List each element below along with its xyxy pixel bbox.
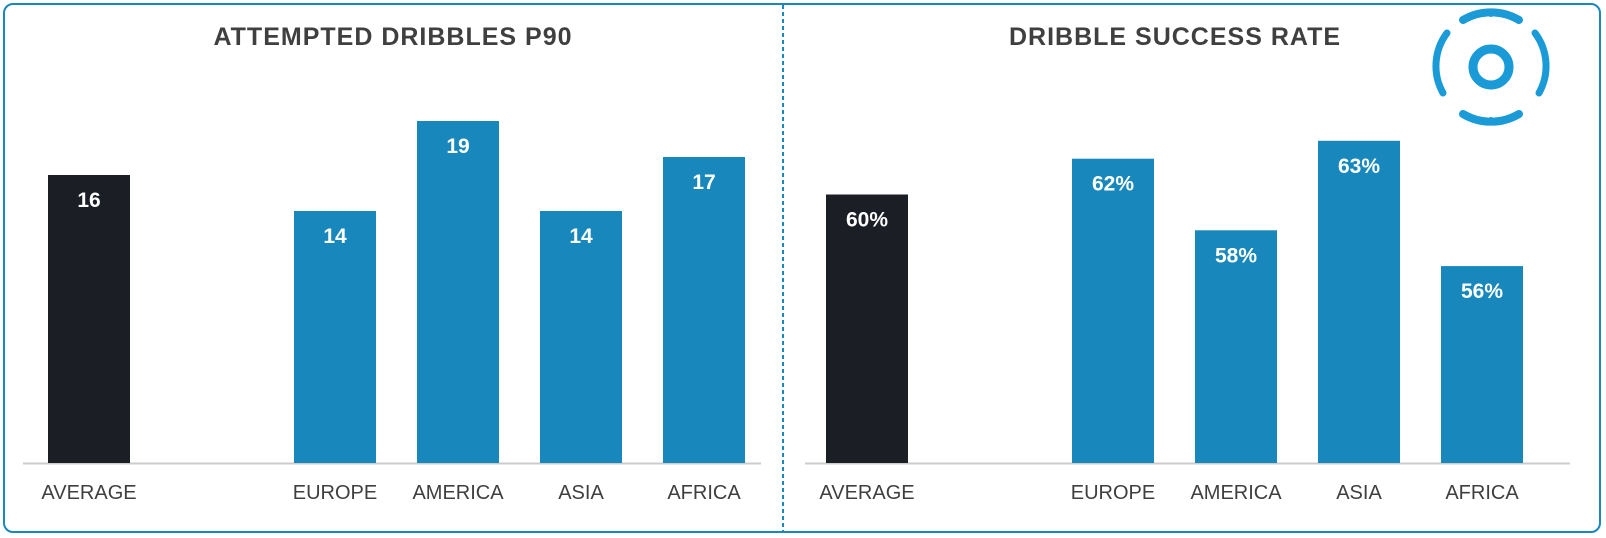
bar-europe [1072, 158, 1154, 463]
tick-label-asia: ASIA [1336, 482, 1382, 504]
tick-label-asia: ASIA [558, 482, 604, 504]
data-label-average: 16 [77, 189, 100, 212]
data-label-africa: 56% [1461, 280, 1503, 303]
bar-europe [294, 211, 376, 463]
data-label-america: 19 [446, 135, 469, 158]
bar-average [48, 175, 130, 463]
chart-title: ATTEMPTED DRIBBLES P90 [213, 23, 572, 51]
data-label-asia: 63% [1338, 155, 1380, 178]
bar-america [1195, 230, 1277, 463]
data-label-europe: 14 [323, 225, 347, 248]
tick-label-europe: EUROPE [293, 482, 377, 504]
tick-label-europe: EUROPE [1071, 482, 1155, 504]
bar-america [417, 121, 499, 463]
chart-frame: ATTEMPTED DRIBBLES P90 16 AVERAGE 14 EUROPE 1… [3, 3, 1601, 533]
bar-africa [1441, 266, 1523, 463]
tick-label-africa: AFRICA [667, 482, 741, 504]
football-logo-icon [1432, 8, 1550, 126]
bar-asia [540, 211, 622, 463]
bar-asia [1318, 140, 1400, 464]
data-label-asia: 14 [569, 225, 593, 248]
chart-panel-success-rate: DRIBBLE SUCCESS RATE 60% AVERAGE 62% EUROPE 5… [805, 23, 1570, 504]
tick-label-average: AVERAGE [819, 482, 914, 504]
chart-title: DRIBBLE SUCCESS RATE [1009, 23, 1341, 51]
data-label-america: 58% [1215, 244, 1257, 267]
chart-panel-attempted-dribbles: ATTEMPTED DRIBBLES P90 16 AVERAGE 14 EUROPE 1… [23, 23, 761, 504]
dribble-charts: ATTEMPTED DRIBBLES P90 16 AVERAGE 14 EUROPE 1… [23, 5, 1570, 531]
bar-average [826, 194, 908, 463]
tick-label-africa: AFRICA [1445, 482, 1519, 504]
bar-africa [663, 157, 745, 463]
tick-label-america: AMERICA [412, 482, 504, 504]
tick-label-average: AVERAGE [41, 482, 136, 504]
tick-label-america: AMERICA [1190, 482, 1282, 504]
data-label-average: 60% [846, 209, 888, 232]
data-label-europe: 62% [1092, 173, 1134, 196]
data-label-africa: 17 [692, 171, 715, 194]
